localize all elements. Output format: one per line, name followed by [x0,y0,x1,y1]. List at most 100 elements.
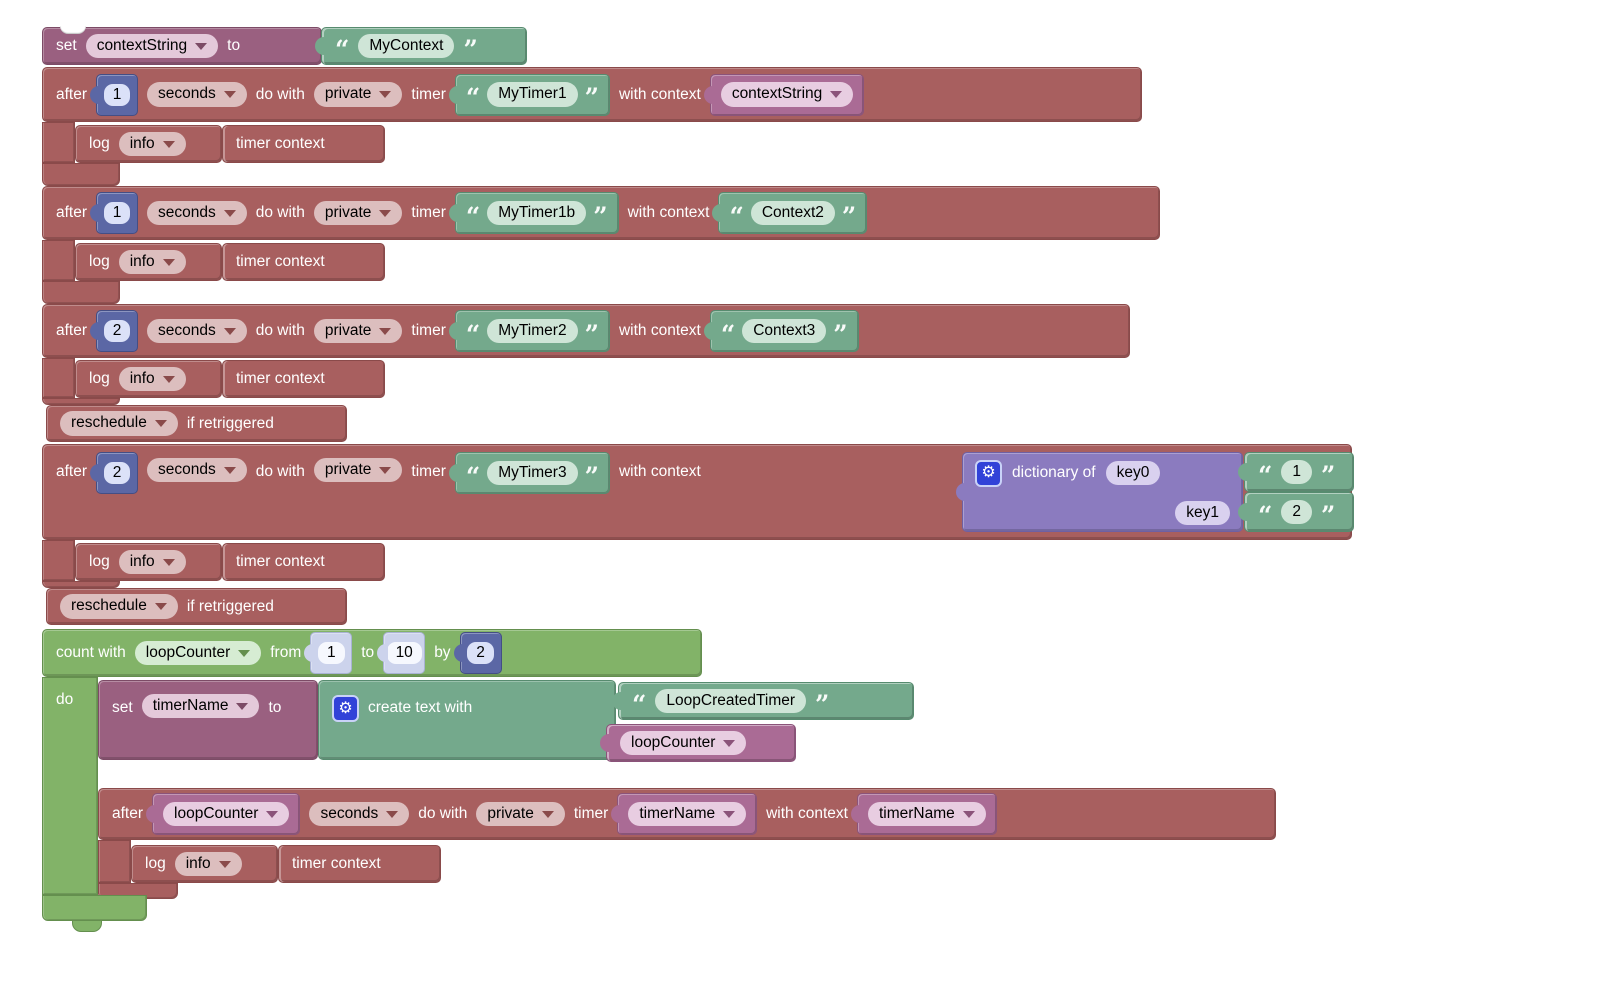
number-value[interactable]: 2 [467,642,494,664]
create-text-with-block[interactable]: create text with [318,680,616,760]
text-field[interactable]: Context2 [750,200,835,226]
log-block-4[interactable]: log info [75,543,222,581]
statement-spine[interactable] [42,358,75,398]
dropdown-field[interactable]: seconds [147,200,247,226]
number-block[interactable]: 2 [90,452,139,494]
timer-context-block-3[interactable]: timer context [222,360,385,398]
block-foot[interactable] [42,281,120,304]
dropdown-field[interactable]: loopCounter [163,801,290,827]
statement-spine[interactable] [42,122,75,163]
number-block[interactable]: 1 [90,192,139,234]
number-value[interactable]: 2 [103,320,131,342]
number-block[interactable]: 1 [90,73,139,116]
mutator-gear-icon[interactable] [332,695,359,722]
dropdown-field[interactable]: reschedule [60,411,178,436]
string-block[interactable]: Context2 [712,192,868,234]
dropdown-field[interactable]: reschedule [60,594,178,619]
block-foot[interactable] [42,398,120,405]
dropdown-field[interactable]: timerName [628,801,747,827]
number-shadow-block[interactable]: 10 [377,632,426,674]
text-field[interactable]: MyTimer3 [487,460,578,486]
dropdown-field[interactable]: loopCounter [134,640,262,666]
log-block-1[interactable]: log info [75,125,222,163]
number-value[interactable]: 1 [317,642,345,664]
text-field[interactable]: MyTimer1b [487,200,587,226]
string-block-dict-value-1[interactable]: 1 [1238,452,1354,492]
block-foot[interactable] [42,163,120,186]
loop-foot[interactable] [42,895,147,921]
dropdown-field[interactable]: info [118,366,186,392]
text-field[interactable]: MyTimer2 [487,318,578,344]
after-timer-block-mytimer2[interactable]: after 2 seconds do with private timer MyTimer2… [42,304,1130,358]
timer-context-block-5[interactable]: timer context [278,845,441,883]
dropdown-field[interactable]: timerName [867,801,986,827]
string-block[interactable]: MyTimer3 [448,452,610,494]
dictionary-block[interactable]: dictionary of key0 key1 [956,452,1243,532]
number-shadow-block[interactable]: 1 [304,632,353,674]
variable-block-loopcounter[interactable]: loopCounter [600,724,796,762]
log-block-2[interactable]: log info [75,243,222,281]
dropdown-field[interactable]: private [313,200,403,226]
dropdown-field[interactable]: info [174,851,242,877]
dropdown-field[interactable]: seconds [309,801,410,827]
reschedule-block-2[interactable]: reschedule if retriggered [46,588,347,625]
statement-spine[interactable] [98,840,131,883]
number-block[interactable]: 2 [90,310,139,352]
dropdown-field[interactable]: info [118,131,186,157]
loop-do-spine[interactable]: do [42,677,98,895]
dropdown-field[interactable]: info [118,249,186,275]
text-field[interactable]: 1 [1281,459,1313,485]
number-value[interactable]: 2 [103,462,131,484]
number-value[interactable]: 1 [103,83,131,106]
string-block[interactable]: MyTimer2 [448,310,610,352]
timer-context-block-4[interactable]: timer context [222,543,385,581]
set-timername-block[interactable]: set timerName to [98,680,318,760]
timer-context-block-1[interactable]: timer context [222,125,385,163]
dropdown-field[interactable]: info [118,549,186,575]
dropdown-field[interactable]: contextString [85,33,219,59]
variable-block[interactable]: contextString [703,73,865,116]
number-value[interactable]: 1 [103,202,131,224]
log-block-5[interactable]: log info [131,845,278,883]
timer-context-block-2[interactable]: timer context [222,243,385,281]
dropdown-field[interactable]: contextString [720,82,854,107]
set-contextstring-block[interactable]: set contextString to [42,27,322,65]
dropdown-field[interactable]: timerName [141,694,260,719]
string-block-mycontext[interactable]: MyContext [315,27,527,65]
text-field[interactable]: 2 [1281,499,1313,525]
dropdown-field[interactable]: private [313,458,403,483]
variable-block[interactable]: timerName [850,793,997,835]
statement-spine[interactable] [42,540,75,581]
string-block-loopcreatedtimer[interactable]: LoopCreatedTimer [612,682,914,720]
number-block[interactable]: 2 [453,632,502,674]
dropdown-field[interactable]: seconds [147,318,247,344]
after-timer-block-mytimer1[interactable]: after 1 seconds do with private timer MyTimer1… [42,67,1142,122]
after-timer-block-loop[interactable]: after loopCounter seconds do with private tim… [98,788,1276,840]
reschedule-block-1[interactable]: reschedule if retriggered [46,405,347,442]
number-value[interactable]: 10 [386,642,422,664]
string-block[interactable]: Context3 [703,310,859,352]
bottom-connector-bump[interactable] [72,921,102,932]
after-timer-block-mytimer1b[interactable]: after 1 seconds do with private timer MyTimer1… [42,186,1160,240]
variable-block[interactable]: timerName [611,793,758,835]
text-field[interactable]: key0 [1105,460,1161,486]
log-block-3[interactable]: log info [75,360,222,398]
variable-block[interactable]: loopCounter [146,793,301,835]
text-field[interactable]: MyTimer1 [487,82,578,107]
dropdown-field[interactable]: private [313,82,403,107]
count-with-loop-block[interactable]: count with loopCounter from 1 to 10 by 2 [42,629,702,677]
dropdown-field[interactable]: private [313,318,403,344]
text-field[interactable]: Context3 [742,318,827,344]
text-field[interactable]: key1 [1175,500,1230,526]
dropdown-field[interactable]: seconds [147,458,247,483]
dropdown-field[interactable]: private [476,801,565,827]
mutator-gear-icon[interactable] [975,459,1002,487]
dropdown-field[interactable]: loopCounter [620,730,747,756]
string-block-dict-value-2[interactable]: 2 [1238,492,1354,532]
block-foot[interactable] [42,581,120,588]
text-field[interactable]: MyContext [358,33,455,59]
dropdown-field[interactable]: seconds [147,82,247,107]
string-block[interactable]: MyTimer1b [448,192,619,234]
string-block[interactable]: MyTimer1 [448,73,610,116]
statement-spine[interactable] [42,240,75,281]
